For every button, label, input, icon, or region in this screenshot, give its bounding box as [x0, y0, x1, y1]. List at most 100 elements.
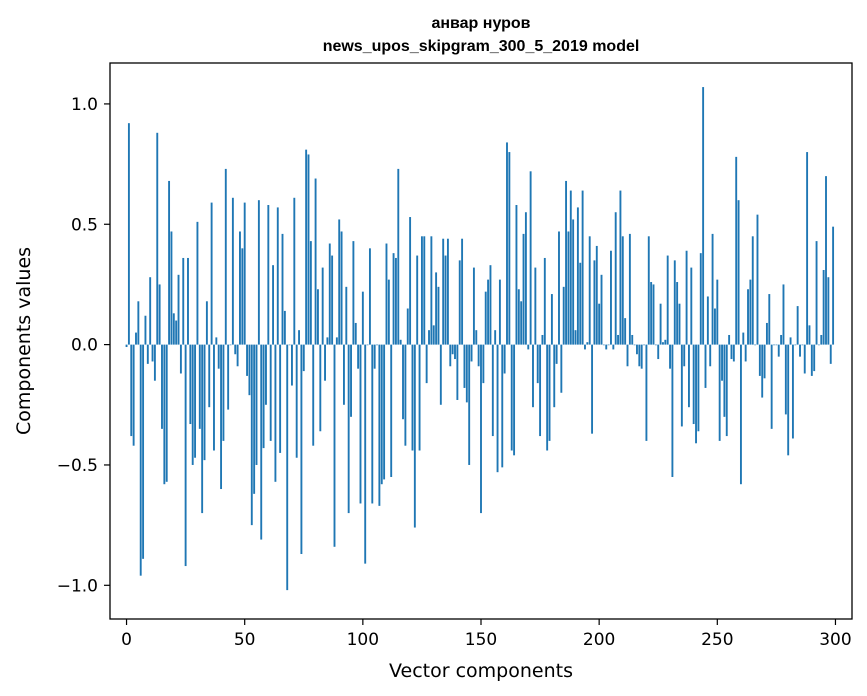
bar [489, 265, 492, 345]
bar [404, 344, 407, 446]
bar [321, 267, 324, 345]
bar [584, 344, 586, 350]
bar [751, 236, 754, 345]
bar [791, 344, 794, 439]
bar [194, 344, 197, 458]
bar [149, 277, 152, 345]
bar [394, 257, 397, 345]
bar [279, 344, 282, 453]
bar [343, 344, 345, 405]
bar [191, 344, 194, 465]
bar [553, 344, 556, 408]
bar [210, 202, 213, 345]
bar [593, 260, 596, 345]
bar [203, 344, 206, 461]
bar [659, 303, 662, 345]
bar [215, 337, 218, 345]
bar [558, 231, 560, 345]
bar [177, 274, 180, 345]
bar [662, 342, 664, 345]
y-tick-label: 0.5 [71, 215, 98, 235]
bar [789, 337, 792, 345]
bar [137, 301, 140, 345]
bar [586, 342, 589, 345]
y-tick-label: 0.0 [71, 336, 98, 356]
bar [765, 322, 768, 345]
bar [288, 344, 291, 346]
bar [688, 344, 690, 408]
bar [281, 233, 284, 345]
bar [328, 243, 331, 345]
x-tick-label: 300 [819, 630, 851, 650]
bar [387, 279, 390, 345]
x-tick-label: 50 [234, 630, 256, 650]
bar [576, 207, 579, 345]
bar [335, 337, 338, 345]
bar [827, 277, 830, 345]
bar [491, 344, 494, 437]
bar [314, 178, 317, 345]
bar [269, 344, 272, 441]
y-tick-label: −1.0 [57, 576, 98, 596]
bar [397, 168, 400, 345]
bar [758, 344, 761, 376]
bar [411, 344, 414, 451]
bar [135, 332, 137, 345]
bar [227, 344, 230, 410]
bar [461, 238, 464, 345]
bar [496, 344, 499, 473]
bar [624, 318, 627, 345]
bar [170, 231, 173, 345]
bar [418, 344, 421, 451]
bar [543, 257, 546, 345]
bar [165, 344, 168, 482]
bar [213, 344, 215, 451]
bar [541, 334, 544, 345]
bar [572, 219, 575, 345]
bar [806, 152, 809, 345]
bar [813, 344, 816, 372]
bar [536, 344, 539, 384]
bar [371, 344, 374, 504]
bar [390, 344, 393, 477]
bar [560, 344, 563, 393]
bar [737, 200, 740, 345]
bar [695, 344, 697, 444]
bar [345, 286, 348, 345]
bar [548, 344, 551, 441]
bar [248, 344, 251, 396]
bar [229, 344, 232, 346]
bar [366, 344, 369, 346]
bar [520, 301, 523, 345]
bar [742, 332, 745, 345]
bar [220, 344, 223, 490]
bar [392, 253, 395, 345]
bar [711, 233, 714, 345]
bar [196, 221, 199, 345]
bar [626, 344, 629, 367]
bar [676, 282, 679, 345]
bar [810, 344, 813, 376]
bar [714, 308, 716, 345]
bar [645, 344, 648, 441]
bar [513, 344, 516, 456]
bar [723, 344, 726, 417]
bar [522, 233, 525, 345]
bar [503, 344, 506, 374]
bar [383, 344, 386, 480]
bar [265, 344, 267, 405]
bar [352, 241, 355, 345]
bar [132, 344, 135, 446]
bar [376, 344, 378, 346]
bar [125, 344, 128, 348]
bar [430, 236, 433, 345]
bar [300, 344, 303, 555]
bar [739, 344, 742, 485]
bar [621, 236, 624, 345]
bar [444, 255, 447, 345]
bar [735, 156, 738, 345]
bar [454, 344, 456, 360]
bar [472, 267, 475, 345]
bar [787, 344, 790, 456]
